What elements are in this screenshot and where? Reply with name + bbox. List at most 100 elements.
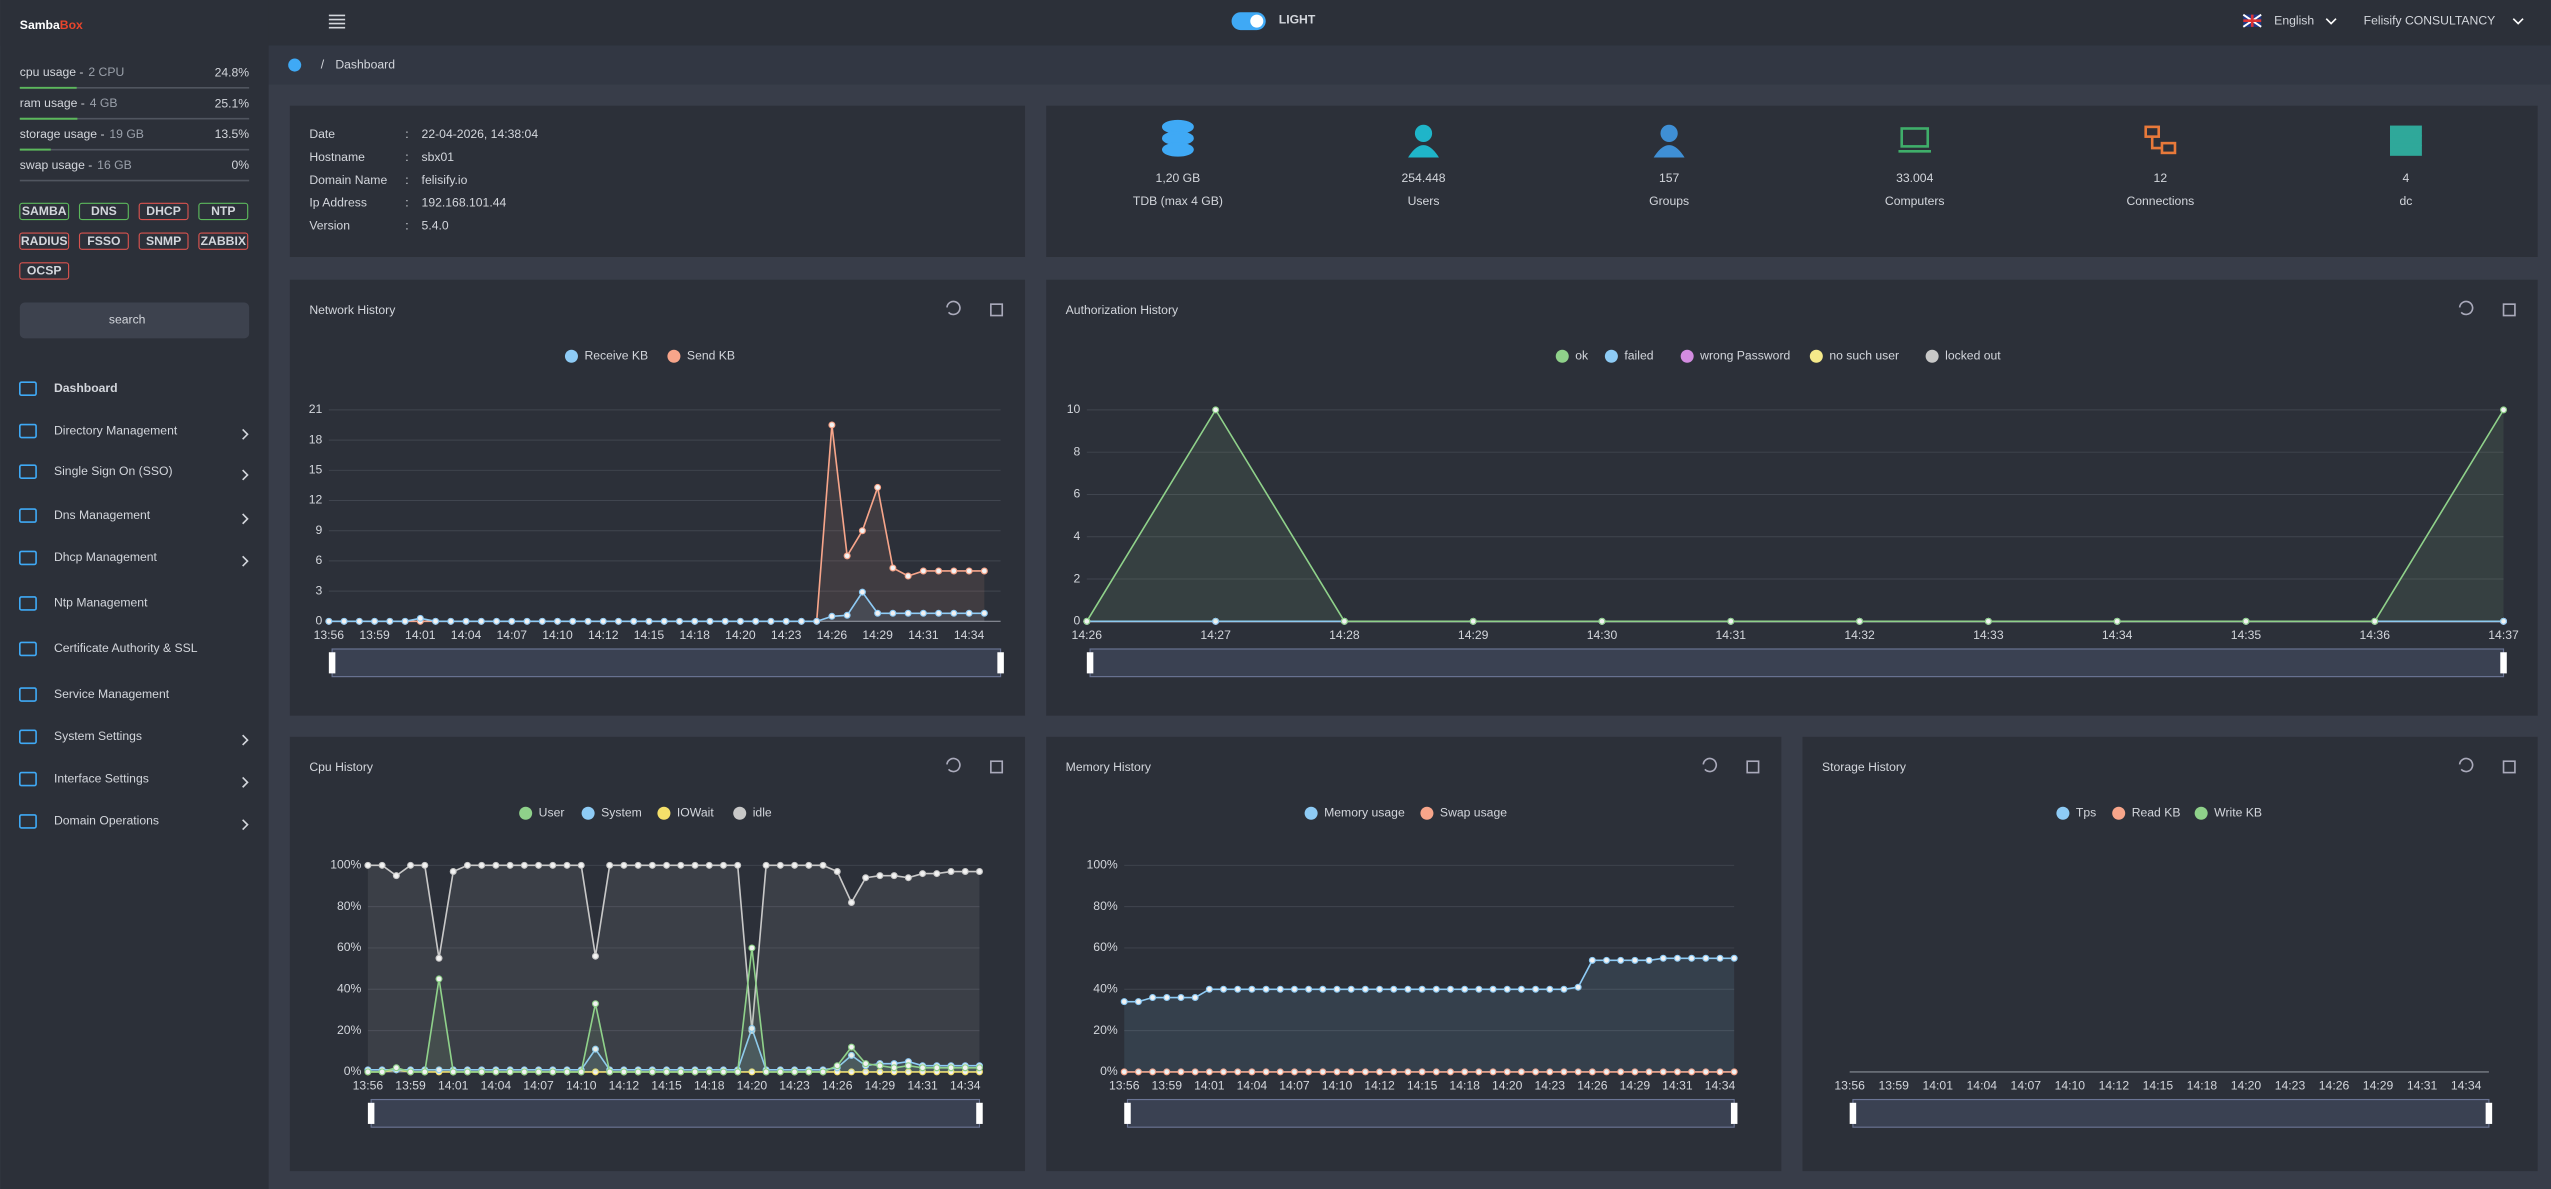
series-area: [1124, 958, 1735, 1072]
zoom-handle[interactable]: [997, 652, 1004, 674]
menu-item[interactable]: Interface Settings: [54, 771, 149, 785]
legend-swatch: [657, 806, 671, 820]
y-tick-label: 60%: [1093, 940, 1118, 954]
legend-label[interactable]: Write KB: [2214, 805, 2262, 819]
data-point: [691, 617, 699, 625]
stat-value: 12: [2154, 171, 2168, 185]
refresh-icon[interactable]: [2458, 757, 2474, 773]
legend-label[interactable]: idle: [753, 805, 772, 819]
legend-label[interactable]: Read KB: [2132, 805, 2181, 819]
zoom-handle[interactable]: [367, 1102, 375, 1124]
legend-label[interactable]: locked out: [1945, 348, 2001, 362]
x-tick-label: 14:20: [1492, 1079, 1523, 1093]
data-point: [2500, 406, 2508, 414]
data-point: [947, 1064, 955, 1072]
language[interactable]: English: [2274, 13, 2314, 27]
menu-item[interactable]: Service Management: [54, 687, 170, 701]
legend-label[interactable]: User: [539, 805, 565, 819]
menu-item[interactable]: Domain Operations: [54, 814, 159, 828]
data-point: [705, 1068, 713, 1076]
refresh-icon[interactable]: [946, 300, 961, 316]
data-point: [449, 868, 457, 876]
data-point: [523, 617, 531, 625]
legend-label[interactable]: no such user: [1829, 348, 1899, 362]
x-tick-label: 14:15: [651, 1079, 682, 1093]
menu-item[interactable]: Single Sign On (SSO): [54, 464, 173, 478]
service-name: ZABBIX: [201, 234, 247, 248]
fullscreen-icon[interactable]: [990, 303, 1004, 317]
data-point: [1220, 1068, 1228, 1076]
zoom-handle[interactable]: [2500, 652, 2507, 674]
zoom-slider[interactable]: [1089, 648, 2505, 678]
zoom-handle[interactable]: [1086, 652, 1094, 674]
service-badge: [198, 232, 249, 250]
menu-item[interactable]: Ntp Management: [54, 596, 148, 610]
data-point: [1856, 617, 1864, 625]
info-label: Hostname: [309, 150, 365, 164]
service-name: OCSP: [27, 264, 62, 278]
x-tick-label: 13:59: [1152, 1079, 1183, 1093]
refresh-icon[interactable]: [2458, 300, 2474, 316]
data-point: [919, 870, 927, 878]
data-point: [1475, 1068, 1483, 1076]
zoom-handle[interactable]: [328, 652, 336, 674]
menu-item[interactable]: Directory Management: [54, 423, 178, 437]
x-tick-label: 13:56: [1109, 1079, 1140, 1093]
data-point: [933, 1064, 941, 1072]
info-separator: :: [405, 150, 408, 164]
resource-name: cpu usage -: [20, 65, 84, 79]
menu-item[interactable]: System Settings: [54, 729, 142, 743]
menu-item[interactable]: Dns Management: [54, 508, 151, 522]
zoom-slider[interactable]: [1126, 1098, 1735, 1128]
data-point: [904, 874, 912, 882]
fullscreen-icon[interactable]: [1746, 760, 1760, 774]
y-tick-label: 0: [1074, 614, 1081, 628]
legend-label[interactable]: wrong Password: [1699, 348, 1790, 362]
data-point: [1248, 1068, 1256, 1076]
legend-label[interactable]: Tps: [2076, 805, 2096, 819]
info-label: Version: [309, 218, 350, 232]
y-tick-label: 15: [309, 463, 323, 477]
fullscreen-icon[interactable]: [990, 760, 1004, 774]
zoom-handle[interactable]: [976, 1102, 983, 1124]
legend-label[interactable]: Send KB: [687, 348, 735, 362]
legend-label[interactable]: Swap usage: [1440, 805, 1507, 819]
legend-label[interactable]: IOWait: [677, 805, 714, 819]
data-point: [1177, 994, 1185, 1002]
legend-label[interactable]: Memory usage: [1324, 805, 1405, 819]
zoom-handle[interactable]: [2485, 1102, 2493, 1124]
data-point: [843, 552, 851, 560]
zoom-handle[interactable]: [1730, 1102, 1738, 1124]
menu-item[interactable]: Dashboard: [54, 381, 118, 395]
search-button[interactable]: [19, 302, 250, 339]
data-point: [364, 861, 372, 869]
refresh-icon[interactable]: [1702, 757, 1717, 773]
data-point: [1149, 994, 1157, 1002]
data-point: [876, 1062, 884, 1070]
data-point: [416, 614, 424, 622]
legend-swatch: [1555, 349, 1569, 363]
refresh-icon[interactable]: [946, 757, 961, 773]
legend-label[interactable]: ok: [1575, 348, 1589, 362]
home-icon[interactable]: [288, 58, 302, 72]
flag-cross-red: [2243, 14, 2262, 27]
zoom-slider[interactable]: [370, 1098, 981, 1128]
zoom-handle[interactable]: [1849, 1102, 1857, 1124]
zoom-handle[interactable]: [1124, 1102, 1131, 1124]
fullscreen-icon[interactable]: [2502, 303, 2516, 317]
menu-item[interactable]: Certificate Authority & SSL: [54, 641, 198, 655]
legend-label[interactable]: Receive KB: [584, 348, 648, 362]
legend-label[interactable]: System: [601, 805, 642, 819]
menu-item[interactable]: Dhcp Management: [54, 550, 158, 564]
legend-swatch: [519, 806, 533, 820]
zoom-slider[interactable]: [331, 648, 1002, 678]
zoom-slider[interactable]: [1852, 1098, 2490, 1128]
account[interactable]: Felisify CONSULTANCY: [2364, 13, 2496, 27]
data-point: [805, 861, 813, 869]
data-point: [463, 861, 471, 869]
fullscreen-icon[interactable]: [2502, 760, 2516, 774]
data-point: [1432, 1068, 1440, 1076]
legend-label[interactable]: failed: [1624, 348, 1653, 362]
breadcrumb-separator: /: [321, 57, 325, 71]
menu-toggle[interactable]: [328, 14, 346, 29]
